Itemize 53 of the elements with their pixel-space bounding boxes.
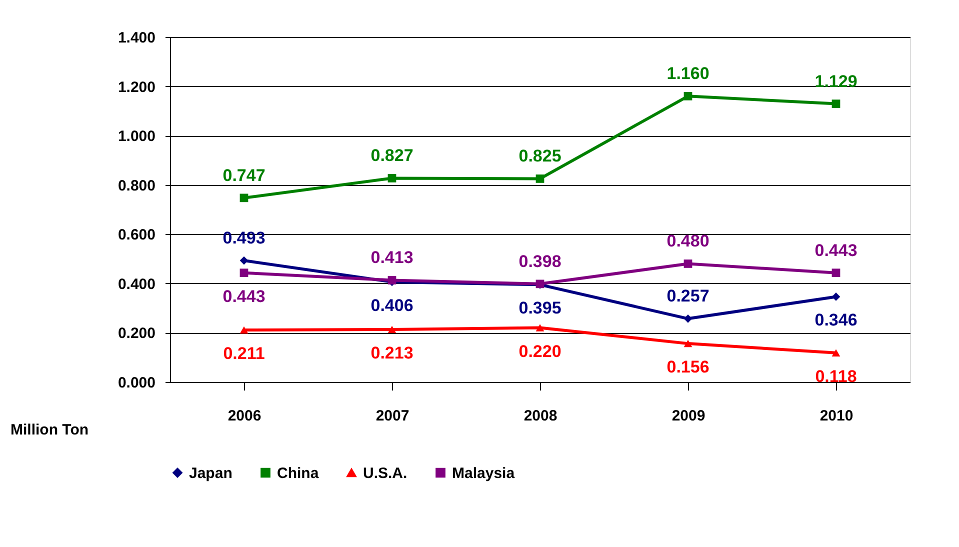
y-tick-label: 1.400	[118, 30, 156, 46]
point	[388, 174, 396, 182]
data-label: 0.827	[370, 146, 414, 166]
data-label: 0.443	[222, 286, 266, 306]
y-tick-label: 0.800	[118, 177, 156, 194]
data-label: 0.346	[814, 310, 858, 330]
point	[684, 92, 692, 100]
y-tick-label: 0.600	[118, 226, 156, 244]
y-axis-title: Million Ton	[10, 422, 89, 438]
data-label: 0.406	[370, 296, 414, 315]
legend-label: Japan	[189, 464, 232, 482]
point	[240, 256, 248, 265]
x-tick-label: 2010	[820, 408, 854, 424]
legend-label: U.S.A.	[363, 464, 408, 482]
point	[832, 349, 840, 357]
data-label: 0.413	[370, 248, 414, 268]
y-tick-label: 0.000	[118, 374, 156, 392]
point	[240, 268, 248, 278]
data-label: 0.443	[814, 240, 858, 260]
data-label: 0.118	[815, 366, 857, 386]
y-tick-label: 0.400	[118, 276, 156, 293]
data-label: 0.398	[518, 252, 562, 271]
point	[240, 326, 248, 334]
data-label: 0.395	[518, 298, 562, 318]
point	[684, 260, 692, 268]
data-label: 0.213	[370, 344, 414, 363]
point	[536, 324, 544, 332]
data-label: 1.129	[814, 72, 858, 91]
legend-label: China	[277, 464, 320, 482]
point	[832, 268, 840, 278]
data-label: 0.257	[666, 286, 710, 306]
y-tick-label: 0.200	[118, 325, 156, 342]
y-tick-label: 1.200	[118, 78, 156, 96]
data-label: 0.825	[518, 146, 562, 166]
data-label: 0.480	[666, 232, 710, 251]
point	[832, 100, 840, 108]
point	[684, 340, 692, 348]
data-label: 0.220	[518, 342, 562, 361]
x-tick-label: 2009	[672, 408, 706, 424]
x-tick-label: 2006	[228, 408, 262, 424]
x-tick-label: 2007	[376, 408, 410, 424]
data-label: 0.156	[666, 358, 710, 377]
legend-label: Malaysia	[452, 464, 516, 482]
data-label: 0.211	[223, 344, 265, 364]
data-label: 0.747	[222, 166, 266, 185]
point	[536, 174, 544, 183]
data-label: 1.160	[666, 64, 710, 84]
point	[684, 314, 692, 323]
point	[832, 292, 840, 301]
point	[388, 326, 396, 334]
y-tick-label: 1.000	[118, 128, 156, 146]
x-tick-label: 2008	[524, 408, 558, 424]
point	[240, 194, 248, 202]
